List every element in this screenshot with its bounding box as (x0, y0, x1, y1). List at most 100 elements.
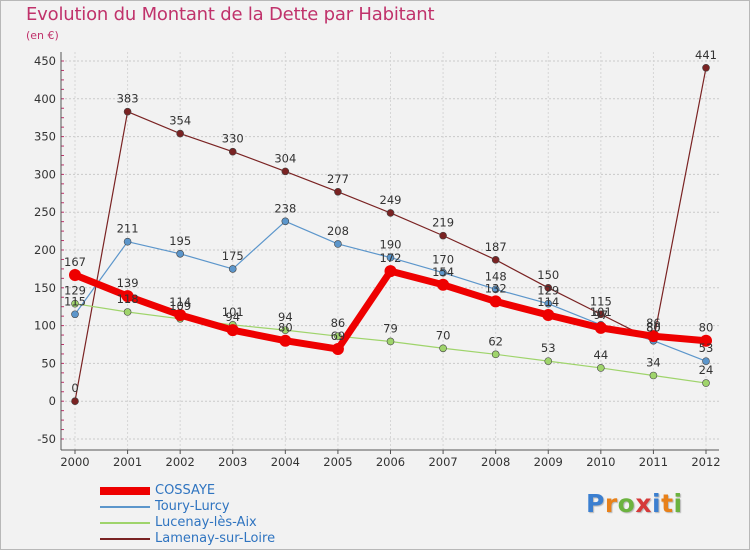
data-label: 129 (64, 284, 86, 298)
logo-letter: x (635, 489, 652, 518)
data-label: 115 (590, 294, 612, 308)
data-label: 101 (222, 305, 244, 319)
data-label: 277 (327, 172, 349, 186)
data-point (69, 268, 81, 281)
data-label: 101 (590, 305, 612, 319)
data-label: 195 (169, 234, 191, 248)
legend-label: Toury-Lurcy (155, 499, 230, 514)
y-tick-label: 450 (34, 54, 56, 68)
data-label: 132 (485, 281, 507, 295)
data-point (491, 350, 500, 359)
data-point (544, 357, 553, 365)
data-label: 34 (646, 355, 661, 369)
data-label: 97 (594, 308, 609, 322)
legend-label: Lamenay-sur-Loire (155, 531, 276, 546)
logo-letter: i (673, 489, 683, 518)
data-label: 114 (537, 295, 559, 309)
data-label: 172 (380, 251, 402, 265)
data-label: 109 (169, 299, 191, 313)
data-label: 129 (537, 284, 559, 298)
x-tick-label: 2005 (323, 455, 352, 469)
x-tick-label: 2011 (639, 455, 668, 469)
data-point (386, 253, 395, 262)
data-label: 118 (117, 292, 139, 306)
legend-swatch (100, 506, 150, 508)
data-point (174, 309, 187, 322)
data-label: 238 (274, 201, 296, 215)
series-group (69, 64, 712, 406)
legend-item-toury-lurcy[interactable]: Toury-Lurcy (100, 499, 400, 515)
logo-letter: i (652, 489, 662, 518)
grid (61, 52, 719, 450)
x-tick-label: 2000 (60, 455, 89, 469)
data-point (439, 344, 447, 353)
x-tick-label: 2002 (166, 455, 195, 469)
data-point (331, 343, 344, 356)
legend-item-cossaye[interactable]: COSSAYE (100, 483, 400, 499)
legend-item-lucenay-les-aix[interactable]: Lucenay-lès-Aix (100, 515, 400, 531)
data-label: 330 (222, 132, 244, 146)
data-label: 86 (331, 316, 346, 330)
y-tick-label: 400 (34, 92, 56, 106)
data-point (702, 64, 710, 72)
data-point (597, 310, 605, 319)
data-point (437, 278, 450, 291)
data-point (123, 237, 132, 246)
x-tick-label: 2006 (376, 455, 405, 469)
data-point (594, 321, 607, 334)
data-point (71, 310, 79, 319)
data-label: 44 (594, 348, 609, 362)
y-tick-label: 350 (34, 130, 56, 144)
y-tick-label: 300 (34, 167, 56, 181)
legend-swatch (100, 522, 150, 524)
data-label: 208 (327, 224, 349, 238)
data-point (544, 299, 553, 308)
data-label: 170 (432, 253, 454, 267)
data-point (334, 187, 342, 196)
y-tick-label: -50 (37, 432, 56, 446)
legend-label: COSSAYE (155, 483, 216, 498)
logo-letter: t (661, 489, 674, 518)
chart-subtitle: (en €) (26, 29, 59, 42)
data-label: 249 (380, 193, 402, 207)
y-tick-label: 0 (49, 394, 56, 408)
data-point (439, 268, 447, 277)
data-label: 80 (646, 321, 661, 335)
data-label: 383 (117, 92, 139, 106)
data-point (228, 147, 237, 156)
data-label: 148 (485, 269, 507, 283)
data-label: 219 (432, 216, 454, 230)
data-point (71, 397, 79, 406)
y-tick-label: 50 (41, 356, 56, 370)
data-point (386, 337, 395, 346)
data-label: 0 (71, 381, 78, 395)
data-label: 304 (274, 151, 296, 165)
x-tick-label: 2003 (218, 455, 247, 469)
legend-item-lamenay-sur-loire[interactable]: Lamenay-sur-Loire (100, 531, 400, 547)
data-point (386, 209, 395, 217)
data-label: 175 (222, 249, 244, 263)
data-point (123, 107, 132, 116)
data-point (279, 334, 292, 347)
data-label: 115 (64, 294, 86, 308)
data-label: 53 (699, 341, 714, 355)
x-tick-label: 2009 (534, 455, 563, 469)
logo-letter: o (617, 489, 636, 518)
data-label: 62 (488, 334, 503, 348)
data-label: 24 (699, 363, 714, 377)
data-point (176, 129, 184, 138)
data-point (700, 334, 712, 347)
y-tick-label: 150 (34, 281, 56, 295)
logo-letter: r (604, 489, 618, 518)
data-point (121, 290, 134, 303)
data-point (123, 308, 132, 316)
data-label: 80 (646, 321, 661, 335)
data-label: 80 (278, 321, 293, 335)
data-point (491, 285, 500, 294)
data-label: 190 (380, 238, 402, 252)
data-label: 70 (436, 328, 451, 342)
data-point (334, 240, 342, 248)
data-point (491, 256, 500, 264)
data-label: 53 (541, 341, 556, 355)
